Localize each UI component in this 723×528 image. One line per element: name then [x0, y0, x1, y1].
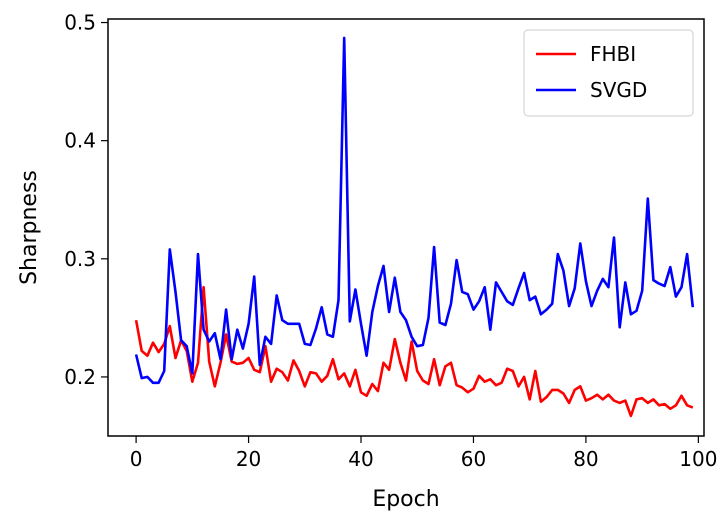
plot-frame [107, 18, 705, 437]
series-lines [134, 36, 695, 418]
y-axis-ticks: 0.2 0.3 0.4 0.5 [64, 11, 108, 389]
legend: FHBI SVGD [523, 29, 694, 117]
legend-label-svgd: SVGD [590, 78, 647, 102]
y-axis-label: Sharpness [17, 170, 42, 285]
x-tick-label: 20 [236, 447, 261, 471]
series-line-svgd [134, 36, 695, 385]
y-tick-label: 0.4 [64, 129, 96, 153]
legend-box [523, 29, 694, 117]
x-axis-ticks: 0 20 40 60 80 100 [130, 436, 717, 471]
y-tick-label: 0.5 [64, 11, 96, 35]
y-tick-label: 0.3 [64, 247, 96, 271]
legend-label-fhbi: FHBI [590, 42, 636, 66]
x-tick-label: 80 [573, 447, 598, 471]
x-tick-label: 100 [679, 447, 717, 471]
x-axis-label: Epoch [372, 487, 439, 512]
series-line-fhbi [134, 285, 694, 418]
x-tick-label: 0 [130, 447, 143, 471]
x-tick-label: 60 [461, 447, 486, 471]
y-tick-label: 0.2 [64, 365, 96, 389]
x-tick-label: 40 [348, 447, 373, 471]
